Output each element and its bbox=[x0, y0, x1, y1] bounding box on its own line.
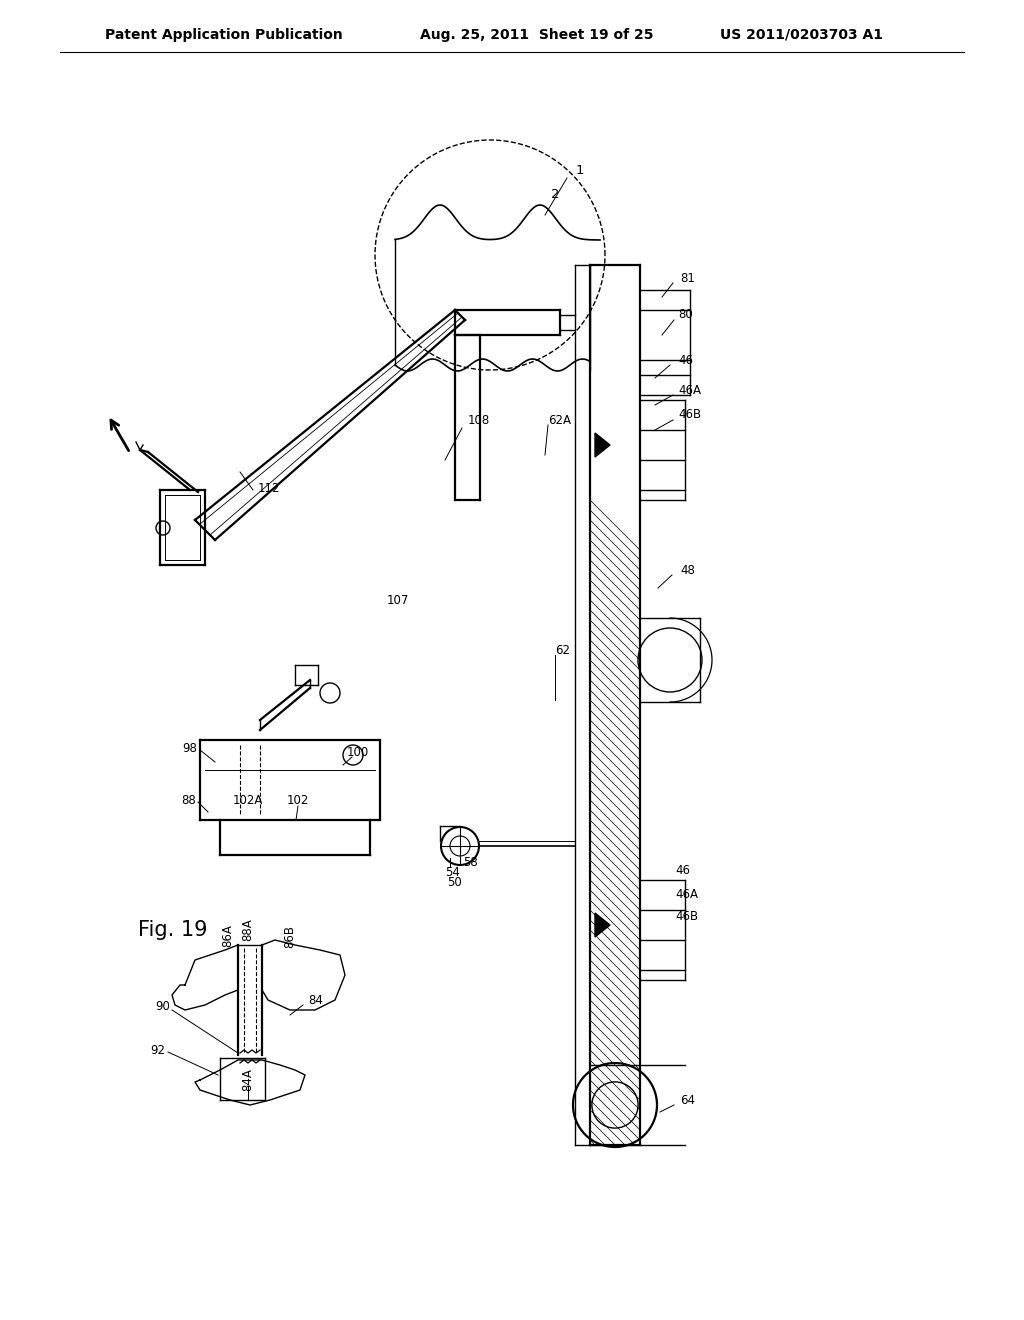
Text: 92: 92 bbox=[150, 1044, 165, 1056]
Text: 84A: 84A bbox=[242, 1069, 255, 1092]
Text: Patent Application Publication: Patent Application Publication bbox=[105, 28, 343, 42]
Text: 112: 112 bbox=[258, 482, 281, 495]
Text: 48: 48 bbox=[680, 564, 695, 577]
Text: 86B: 86B bbox=[284, 924, 297, 948]
Text: 64: 64 bbox=[680, 1093, 695, 1106]
Text: US 2011/0203703 A1: US 2011/0203703 A1 bbox=[720, 28, 883, 42]
Text: 80: 80 bbox=[678, 309, 693, 322]
Text: 81: 81 bbox=[680, 272, 695, 285]
Text: 86A: 86A bbox=[221, 924, 234, 948]
Text: 62A: 62A bbox=[548, 413, 571, 426]
Text: Aug. 25, 2011  Sheet 19 of 25: Aug. 25, 2011 Sheet 19 of 25 bbox=[420, 28, 653, 42]
Text: 2: 2 bbox=[551, 189, 559, 202]
Text: 58: 58 bbox=[463, 855, 477, 869]
Text: 46: 46 bbox=[675, 863, 690, 876]
Text: 46A: 46A bbox=[678, 384, 701, 396]
Text: 54: 54 bbox=[445, 866, 461, 879]
Text: Fig. 19: Fig. 19 bbox=[138, 920, 208, 940]
Text: 46A: 46A bbox=[675, 888, 698, 902]
Text: 50: 50 bbox=[447, 875, 463, 888]
Polygon shape bbox=[595, 913, 610, 937]
Polygon shape bbox=[595, 433, 610, 457]
Text: 46B: 46B bbox=[678, 408, 701, 421]
Text: 88A: 88A bbox=[242, 919, 255, 941]
Text: 62: 62 bbox=[555, 644, 570, 656]
Text: 98: 98 bbox=[182, 742, 197, 755]
Text: 46: 46 bbox=[678, 354, 693, 367]
Text: 46B: 46B bbox=[675, 909, 698, 923]
Text: 90: 90 bbox=[155, 1001, 170, 1014]
Text: 84: 84 bbox=[308, 994, 323, 1006]
Text: 102: 102 bbox=[287, 793, 309, 807]
Text: 108: 108 bbox=[468, 413, 490, 426]
Text: 100: 100 bbox=[347, 746, 369, 759]
Text: 107: 107 bbox=[387, 594, 410, 606]
Text: 102A: 102A bbox=[232, 793, 263, 807]
Text: 1: 1 bbox=[575, 164, 585, 177]
Text: 88: 88 bbox=[181, 793, 196, 807]
